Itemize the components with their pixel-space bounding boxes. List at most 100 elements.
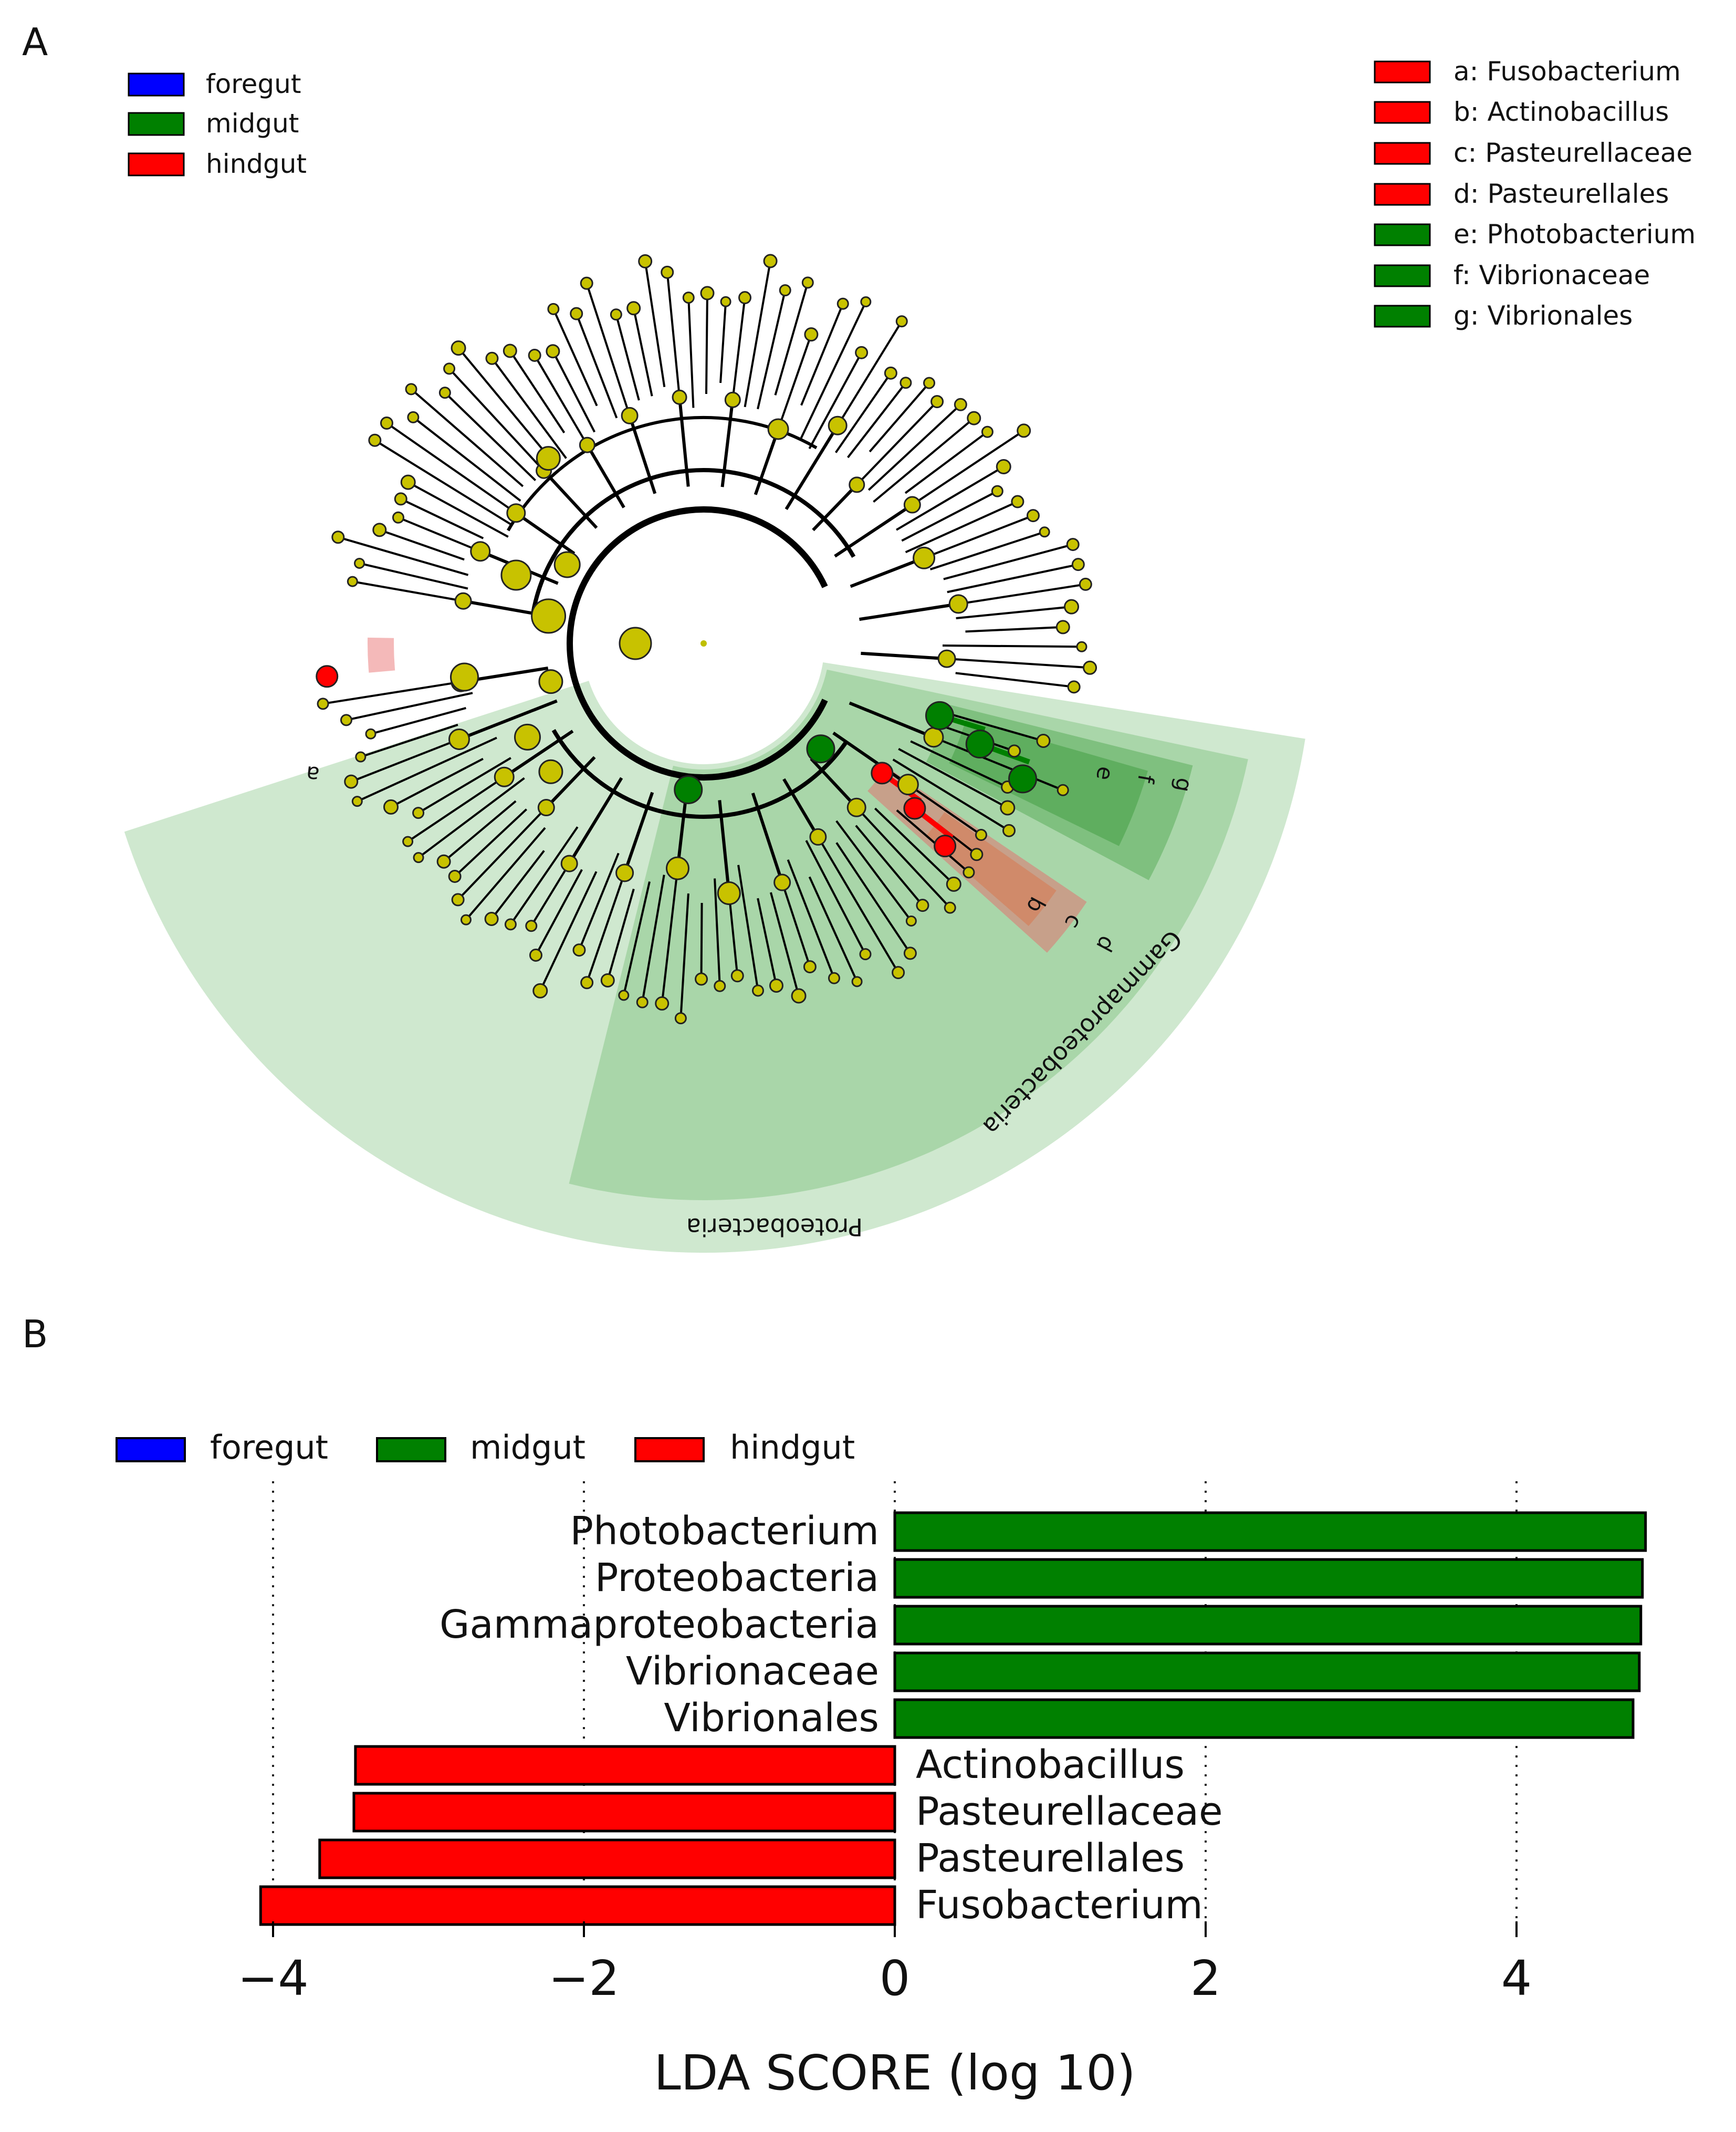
branch-53 — [956, 606, 1072, 620]
leaf-node-8 — [380, 417, 393, 430]
leaf-node-24 — [661, 265, 674, 279]
branch-5 — [400, 498, 484, 539]
bar-vibrionaceae — [893, 1651, 1641, 1692]
leaf-node-40 — [930, 395, 944, 409]
leaf-node-51 — [1071, 558, 1085, 571]
bar-pasteurellales — [318, 1838, 896, 1879]
leaf-node-46 — [991, 485, 1003, 497]
branch-57 — [955, 672, 1074, 688]
ring-class-upper — [531, 468, 856, 614]
leaf-node-50 — [1066, 538, 1080, 552]
leaf-node-64 — [975, 829, 987, 841]
x-tick-label-0: −4 — [237, 1950, 309, 2006]
x-tick-label-1: −2 — [548, 1950, 620, 2006]
bar-proteobacteria — [893, 1558, 1644, 1599]
leaf-node-7 — [368, 433, 382, 447]
branch-14 — [491, 358, 567, 459]
x-tick-label-2: 0 — [880, 1950, 911, 2006]
leaf-node-0 — [347, 576, 358, 587]
leaf-node-54 — [1055, 620, 1070, 635]
branch-106 — [370, 707, 466, 735]
branch-73 — [805, 840, 866, 955]
x-tick-label-3: 2 — [1190, 1950, 1221, 2006]
node-proteobacteria — [674, 775, 703, 804]
clade-shading — [124, 637, 1305, 1253]
tree-root — [700, 640, 707, 647]
leaf-node-6 — [400, 474, 416, 490]
branch-64 — [907, 783, 982, 836]
stem-64 — [832, 731, 909, 786]
taxa-swatch-b — [1374, 101, 1431, 124]
group-legend: foregut midgut hindgut — [128, 69, 307, 179]
branch-87 — [606, 888, 635, 981]
leaf-node-92 — [525, 920, 538, 932]
stem-16 — [585, 444, 625, 508]
leaf-node-48 — [1026, 509, 1040, 523]
leaf-node-79 — [752, 984, 765, 997]
leaf-node-72 — [892, 966, 905, 980]
inner-node-60 — [923, 727, 944, 748]
leaf-node-76 — [803, 960, 817, 974]
leaf-node-98 — [436, 854, 451, 869]
branch-35 — [808, 352, 863, 450]
stem-72 — [782, 778, 820, 838]
branch-95 — [465, 827, 546, 921]
legend-label-hindgut: hindgut — [206, 149, 307, 179]
leaf-node-37 — [884, 366, 897, 380]
branch-10 — [410, 388, 524, 487]
taxa-label-g: g: Vibrionales — [1453, 300, 1633, 331]
leaf-node-106 — [365, 728, 377, 740]
stem-8 — [515, 512, 576, 555]
big-node-4 — [514, 723, 541, 751]
taxa-label-d: d: Pasteurellales — [1453, 179, 1669, 209]
branch-34 — [800, 301, 867, 439]
bar-label-proteobacteria: Proteobacteria — [595, 1555, 879, 1600]
branch-19 — [575, 313, 618, 419]
bar-legend-label-midgut: midgut — [470, 1428, 585, 1467]
shade-fusobacterium — [368, 637, 395, 673]
branch-3 — [379, 528, 465, 561]
taxa-swatch-f — [1374, 264, 1431, 287]
big-node-center — [619, 627, 652, 660]
leaf-node-25 — [682, 292, 695, 304]
leaf-node-58 — [1036, 734, 1051, 748]
taxa-swatch-a — [1374, 60, 1431, 84]
big-node-6 — [538, 669, 563, 694]
inner-node-44 — [903, 496, 921, 514]
branch-60 — [933, 736, 1063, 792]
leaf-node-103 — [351, 796, 363, 807]
branch-45 — [896, 465, 1005, 531]
leaf-node-97 — [448, 869, 462, 883]
leaf-node-31 — [801, 276, 814, 289]
branch-93 — [509, 826, 579, 925]
branch-63 — [892, 758, 1010, 832]
inner-node-72 — [809, 828, 827, 846]
bar-legend-swatch-hindgut — [634, 1437, 705, 1462]
branch-108 — [322, 681, 462, 705]
leaf-node-71 — [903, 947, 917, 960]
leaf-node-41 — [954, 398, 967, 411]
branch-80 — [728, 893, 739, 976]
bar-fusobacterium — [259, 1885, 896, 1926]
branch-21 — [615, 314, 640, 401]
branch-49 — [929, 531, 1045, 570]
taxa-swatch-g — [1374, 305, 1431, 328]
node-letter-a: a — [305, 761, 321, 788]
branch-107 — [346, 692, 473, 721]
leaf-node-88 — [580, 976, 594, 990]
branch-33 — [800, 303, 844, 406]
leaf-node-34 — [860, 296, 872, 308]
inner-node-16 — [579, 436, 595, 453]
branch-83 — [679, 893, 689, 1018]
branch-44 — [912, 430, 1024, 506]
branch-6 — [407, 481, 509, 538]
leaf-node-11 — [438, 387, 451, 399]
leaf-node-19 — [570, 307, 583, 320]
branch-12 — [448, 368, 545, 472]
stem-40 — [812, 483, 858, 532]
bar-label-photobacterium: Photobacterium — [570, 1509, 879, 1554]
leaf-node-14 — [485, 351, 499, 365]
leaf-node-49 — [1039, 526, 1050, 538]
branch-30 — [757, 290, 787, 410]
inner-node-80 — [717, 881, 741, 906]
